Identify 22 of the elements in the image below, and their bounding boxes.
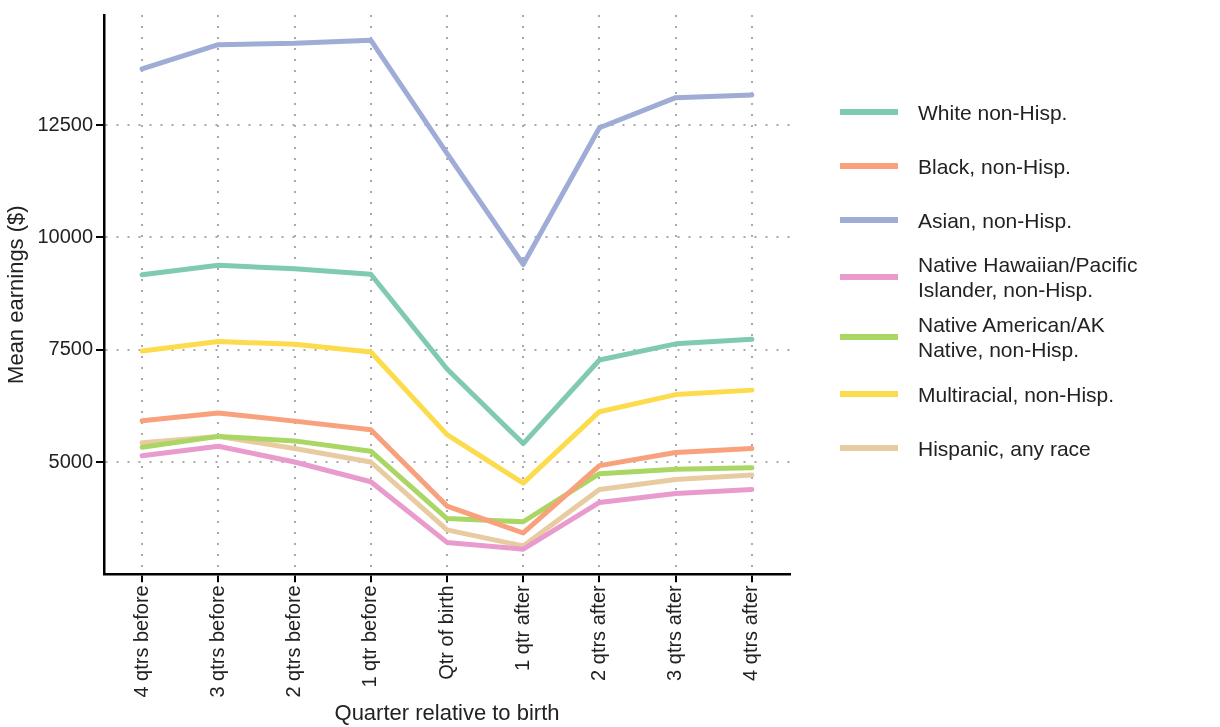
x-tick-label: 3 qtrs before — [205, 585, 228, 698]
legend-label: Native Hawaiian/Pacific Islander, non-Hisp. — [918, 252, 1139, 302]
legend-label: Multiracial, non-Hisp. — [918, 381, 1116, 407]
legend-label: Native American/AK Native, non-Hisp. — [918, 312, 1106, 362]
legend-label: Hispanic, any race — [918, 435, 1092, 461]
x-tick-label: 4 qtrs after — [739, 584, 762, 681]
legend-label: White non-Hisp. — [918, 99, 1069, 125]
x-tick-label: Qtr of birth — [434, 585, 457, 680]
y-tick-label: 12500 — [37, 112, 94, 135]
y-tick-label: 10000 — [37, 224, 94, 247]
x-tick-label: 4 qtrs before — [129, 585, 152, 698]
legend-label: Asian, non-Hisp. — [918, 207, 1074, 233]
y-tick-label: 5000 — [48, 449, 94, 472]
x-tick-label: 3 qtrs after — [663, 584, 686, 681]
x-tick-label: 1 qtr after — [510, 584, 533, 671]
y-tick-label: 7500 — [48, 337, 94, 360]
x-tick-label: 2 qtrs after — [586, 584, 609, 681]
x-axis-title: Quarter relative to birth — [334, 699, 560, 725]
x-tick-label: 2 qtrs before — [282, 585, 305, 698]
x-tick-label: 1 qtr before — [358, 585, 381, 688]
y-axis-title: Mean earnings ($) — [3, 205, 29, 384]
legend-label: Black, non-Hisp. — [918, 153, 1072, 179]
